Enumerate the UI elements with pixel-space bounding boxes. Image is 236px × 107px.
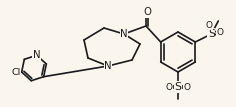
Text: S: S	[208, 29, 215, 39]
Text: N: N	[33, 50, 41, 60]
Text: O: O	[165, 82, 173, 91]
Text: S: S	[174, 82, 181, 92]
Text: O: O	[184, 82, 190, 91]
Text: Cl: Cl	[11, 68, 21, 77]
Text: N: N	[104, 61, 112, 71]
Text: O: O	[143, 7, 151, 17]
Text: O: O	[206, 21, 213, 30]
Text: O: O	[217, 27, 224, 36]
Text: N: N	[120, 29, 128, 39]
